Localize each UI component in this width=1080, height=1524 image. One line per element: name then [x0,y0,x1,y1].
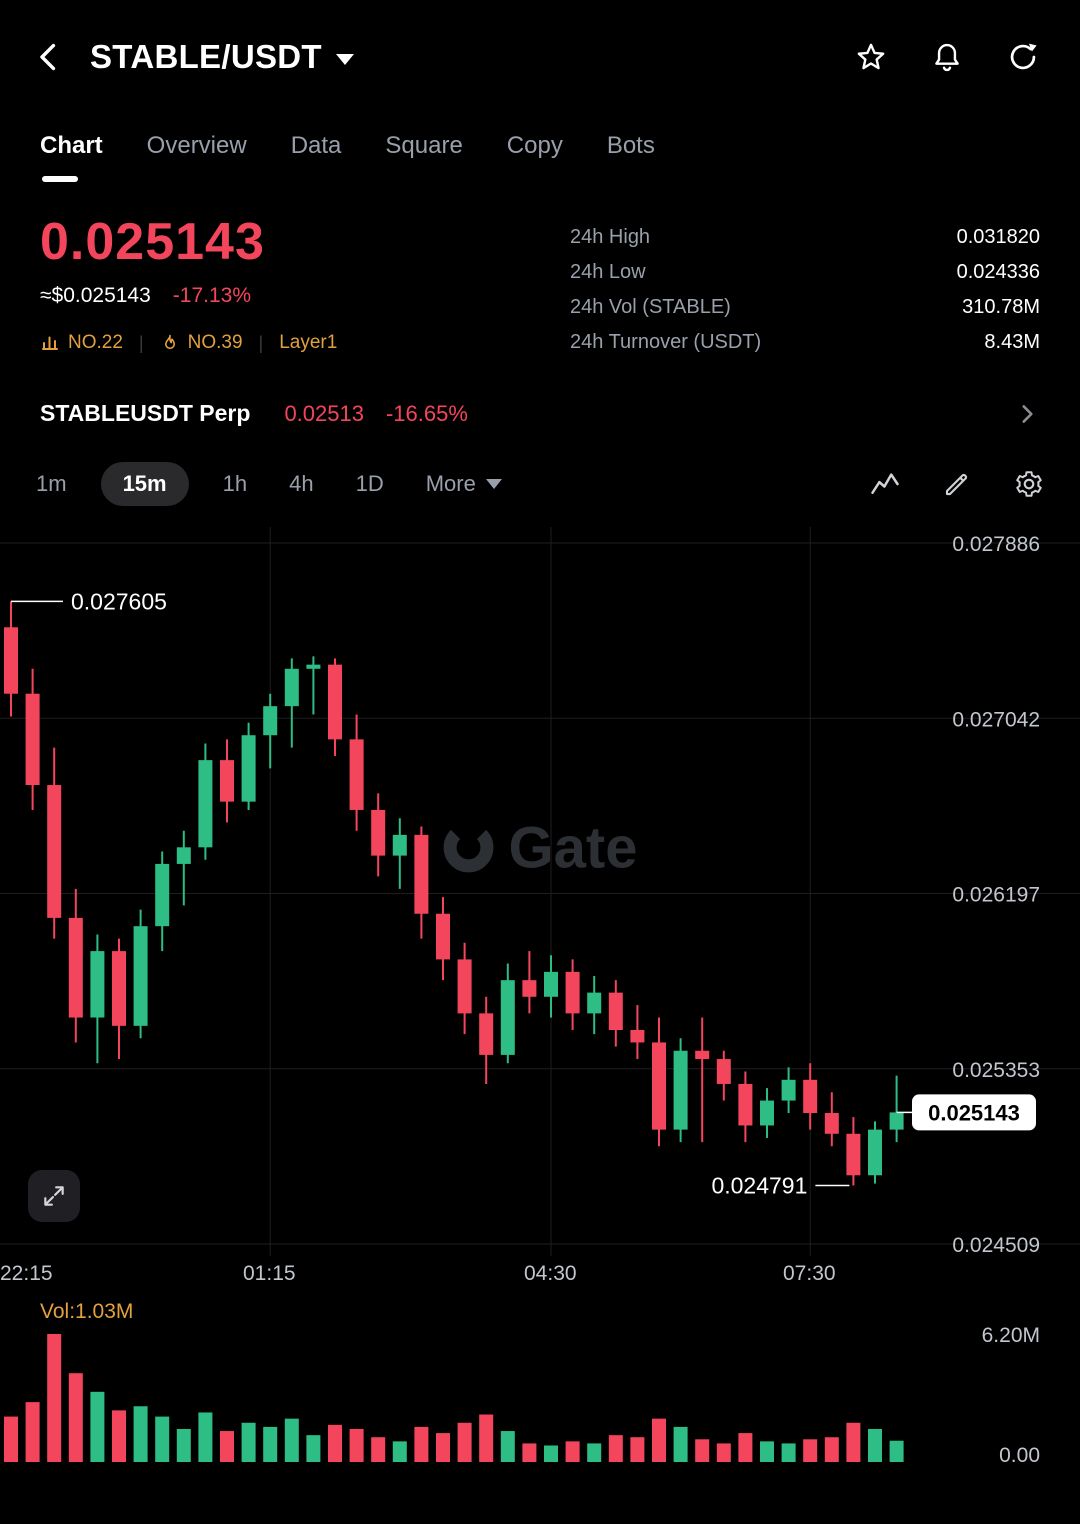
stat-row: 24h Low 0.024336 [570,261,1040,284]
draw-pencil-icon[interactable] [942,469,972,499]
volume-axis-max: 6.20M [981,1324,1040,1347]
stat-row: 24h High 0.031820 [570,226,1040,249]
stat-value: 310.78M [962,296,1040,318]
stat-value: 8.43M [984,331,1040,353]
settings-gear-icon[interactable] [1014,469,1044,499]
perp-name: STABLEUSDT Perp [40,400,251,426]
stat-value: 0.031820 [956,226,1040,248]
timeframe-more[interactable]: More [426,471,502,497]
perp-price: 0.02513 [284,400,364,426]
time-label: 22:15 [0,1262,53,1285]
tab-copy[interactable]: Copy [506,132,563,159]
stat-label: 24h High [570,226,651,248]
watermark: Gate [443,814,638,881]
header: STABLE/USDT [0,0,1080,88]
timeframe-1h[interactable]: 1h [222,471,248,496]
tab-data[interactable]: Data [290,132,342,159]
tab-bots[interactable]: Bots [606,132,655,159]
price-block: 0.025143 ≈$0.025143 -17.13% NO.22 | NO [40,212,337,366]
hot-rank-badge[interactable]: NO.39 [160,332,243,354]
chevron-down-icon [485,479,502,489]
timeframe-1m[interactable]: 1m [36,471,67,496]
svg-text:0.024509: 0.024509 [952,1234,1040,1256]
stat-label: 24h Low [570,261,646,283]
notification-bell-icon[interactable] [930,40,964,74]
price-change: -17.13% [172,284,252,307]
candlestick-chart[interactable]: 0.027886 0.027042 0.026197 0.025353 0.024509… [0,527,1080,1256]
stat-label: 24h Turnover (USDT) [570,331,762,353]
flame-icon [164,334,175,350]
chart-tools [870,469,1044,499]
header-icons [854,40,1040,74]
stat-label: 24h Vol (STABLE) [570,296,731,318]
time-label: 07:30 [783,1262,836,1285]
stat-value: 0.024336 [956,261,1040,283]
stat-row: 24h Vol (STABLE) 310.78M [570,296,1040,319]
timeframe-1d[interactable]: 1D [355,471,384,496]
timeframe-15m[interactable]: 15m [100,462,189,506]
volume-current-label: Vol:1.03M [40,1300,134,1323]
badges-row: NO.22 | NO.39 | Layer1 [40,332,337,354]
marketcap-rank-label: NO.22 [68,332,123,353]
svg-text:0.027886: 0.027886 [952,533,1040,556]
category-tag[interactable]: Layer1 [279,332,338,353]
time-axis: 22:15 01:15 04:30 07:30 [0,1256,1080,1296]
nav-tabs: Chart Overview Data Square Copy Bots [0,132,1080,182]
refresh-icon[interactable] [1006,40,1040,74]
volume-chart[interactable] [0,1296,1080,1474]
chevron-right-icon [1022,404,1033,423]
tab-overview[interactable]: Overview [146,132,247,159]
price-section: 0.025143 ≈$0.025143 -17.13% NO.22 | NO [0,182,1080,366]
svg-text:0.026197: 0.026197 [952,884,1040,907]
last-price: 0.025143 [40,213,265,271]
indicator-icon[interactable] [870,469,900,499]
perp-change: -16.65% [385,400,468,426]
svg-text:0.027605: 0.027605 [71,588,167,614]
stat-row: 24h Turnover (USDT) 8.43M [570,331,1040,354]
chevron-down-icon [335,53,354,65]
fiat-price: ≈$0.025143 [40,284,151,307]
more-label: More [425,471,476,496]
time-label: 01:15 [243,1262,296,1285]
watermark-text: Gate [508,815,638,881]
page-title: STABLE/USDT [90,38,322,75]
svg-text:0.027042: 0.027042 [952,708,1040,731]
back-icon [40,43,56,71]
time-label: 04:30 [524,1262,577,1285]
fullscreen-button[interactable] [28,1170,80,1222]
volume-pane: Vol:1.03M 6.20M 0.00 [0,1296,1080,1474]
timeframe-toolbar: 1m 15m 1h 4h 1D More [0,451,1080,517]
divider: | [138,332,144,353]
hot-rank-label: NO.39 [187,332,243,353]
tab-square[interactable]: Square [385,132,463,159]
divider: | [258,332,264,353]
candlestick-chart-area: 0.027886 0.027042 0.026197 0.025353 0.024509… [0,527,1080,1256]
tab-chart[interactable]: Chart [40,132,103,182]
timeframe-4h[interactable]: 4h [289,471,314,496]
gate-logo-icon [443,822,494,873]
fullscreen-icon [44,1186,64,1206]
marketcap-rank-badge[interactable]: NO.22 [40,332,123,354]
back-button[interactable] [34,41,66,73]
svg-text:0.025143: 0.025143 [928,1100,1020,1125]
rank-icon [42,336,58,350]
favorite-star-icon[interactable] [854,40,888,74]
perp-row[interactable]: STABLEUSDT Perp 0.02513 -16.65% [0,400,1080,427]
svg-text:0.024791: 0.024791 [711,1172,807,1198]
svg-text:0.025353: 0.025353 [952,1059,1040,1082]
volume-axis-min: 0.00 [999,1444,1040,1467]
pair-selector[interactable]: STABLE/USDT [90,38,354,76]
stats-block: 24h High 0.031820 24h Low 0.024336 24h V… [570,212,1040,366]
